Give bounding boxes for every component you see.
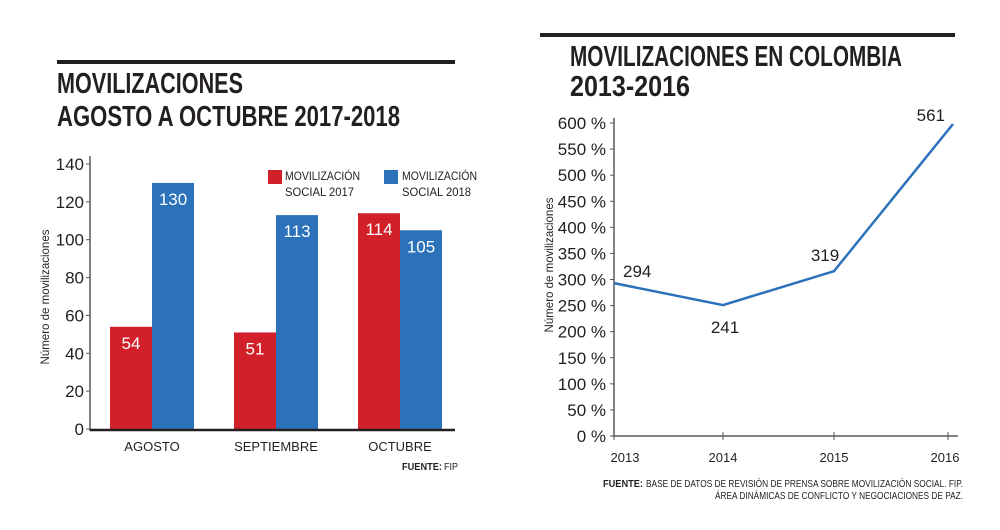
point-data-label: 319: [811, 246, 839, 265]
y-tick-label: 100 %: [558, 375, 606, 394]
y-tick-label: 60: [65, 306, 84, 325]
bar-chart: MOVILIZACIONES AGOSTO A OCTUBRE 2017-201…: [38, 60, 477, 473]
y-tick-label: 20: [65, 382, 84, 401]
legend-label-2018-line1: MOVILIZACIÓN: [402, 168, 477, 183]
bar: [276, 215, 318, 429]
bar: [234, 332, 276, 429]
legend-label-2018-line2: SOCIAL 2018: [402, 185, 471, 199]
bar: [400, 230, 442, 429]
y-tick-label: 50 %: [567, 401, 606, 420]
source-label: FUENTE:: [402, 462, 442, 473]
y-tick-label: 350 %: [558, 244, 606, 263]
x-category-label: AGOSTO: [124, 439, 179, 454]
bar-data-label: 54: [122, 334, 141, 353]
source-text-line2: ÁREA DINÁMICAS DE CONFLICTO Y NEGOCIACIO…: [715, 489, 963, 502]
y-tick-label: 120: [56, 193, 84, 212]
line-chart: MOVILIZACIONES EN COLOMBIA 2013-2016 Núm…: [540, 33, 963, 502]
y-tick-label: 0 %: [577, 427, 606, 446]
x-tick-label: 2015: [820, 450, 849, 465]
legend-swatch-2017: [268, 170, 282, 184]
point-data-label: 294: [623, 262, 651, 281]
point-data-label: 561: [917, 106, 945, 125]
bar-data-label: 105: [407, 237, 435, 256]
y-tick-label: 250 %: [558, 297, 606, 316]
x-category-label: SEPTIEMBRE: [234, 439, 318, 454]
y-tick-label: 600 %: [558, 114, 606, 133]
x-tick-label: 2014: [709, 450, 738, 465]
y-tick-label: 400 %: [558, 218, 606, 237]
chart-title-line2: 2013-2016: [570, 71, 690, 103]
y-tick-label: 140: [56, 155, 84, 174]
legend-label-2017-line1: MOVILIZACIÓN: [285, 168, 360, 183]
y-tick-label: 300 %: [558, 271, 606, 290]
y-tick-label: 150 %: [558, 349, 606, 368]
bar-data-label: 114: [365, 220, 392, 239]
chart-title-line2: AGOSTO A OCTUBRE 2017-2018: [57, 101, 400, 133]
bar: [152, 182, 194, 429]
bar-data-label: 113: [283, 222, 310, 241]
x-tick-label: 2013: [611, 450, 640, 465]
source-label: FUENTE:: [603, 479, 643, 490]
bar-data-label: 130: [159, 190, 187, 209]
title-rule: [540, 33, 955, 37]
x-tick-label: 2016: [931, 450, 960, 465]
bar-data-label: 51: [246, 339, 265, 358]
y-axis-label: Número de movilizaciones: [38, 230, 52, 365]
y-axis-label: Número de movilizaciones: [542, 198, 556, 333]
y-tick-label: 500 %: [558, 166, 606, 185]
title-rule: [57, 60, 455, 64]
y-tick-label: 100: [56, 231, 84, 250]
chart-title-line1: MOVILIZACIONES: [57, 68, 243, 100]
bar: [110, 326, 152, 429]
bar: [358, 213, 400, 429]
y-tick-label: 80: [65, 269, 84, 288]
y-tick-label: 0: [75, 420, 84, 439]
y-tick-label: 550 %: [558, 140, 606, 159]
point-data-label: 241: [711, 318, 739, 337]
chart-title-line1: MOVILIZACIONES EN COLOMBIA: [570, 41, 902, 73]
source-text: FIP: [444, 462, 458, 473]
source-text-line1: BASE DE DATOS DE REVISIÓN DE PRENSA SOBR…: [646, 477, 963, 490]
series-line: [613, 123, 954, 307]
legend-label-2017-line2: SOCIAL 2017: [285, 185, 354, 199]
legend-swatch-2018: [384, 170, 398, 184]
y-tick-label: 450 %: [558, 192, 606, 211]
y-tick-label: 40: [65, 344, 84, 363]
legend: MOVILIZACIÓN SOCIAL 2017 MOVILIZACIÓN SO…: [268, 168, 477, 199]
y-tick-label: 200 %: [558, 323, 606, 342]
x-category-label: OCTUBRE: [368, 439, 432, 454]
